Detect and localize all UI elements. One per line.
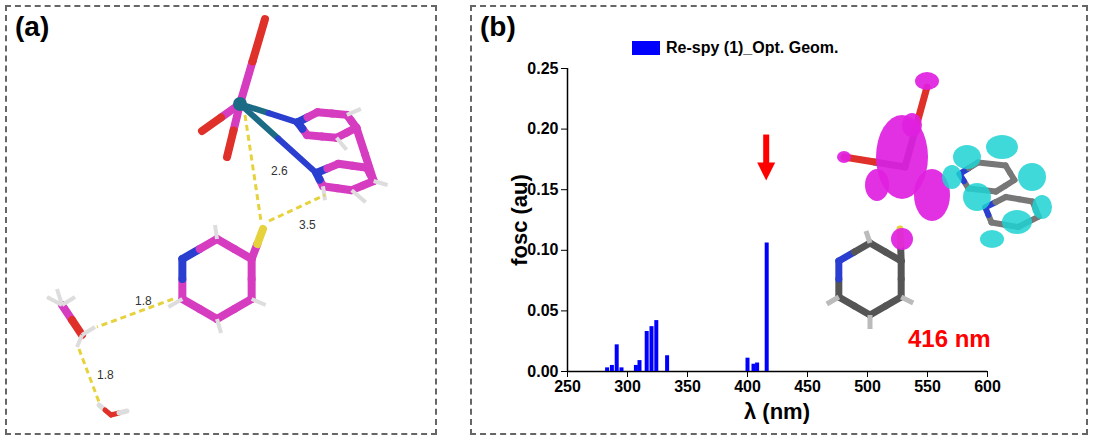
svg-text:2.6: 2.6	[271, 164, 288, 178]
svg-text:300: 300	[614, 378, 641, 395]
svg-text:0.10: 0.10	[527, 241, 558, 258]
svg-text:0.25: 0.25	[527, 60, 558, 77]
svg-text:550: 550	[914, 378, 941, 395]
svg-text:350: 350	[674, 378, 701, 395]
svg-text:1.8: 1.8	[135, 294, 152, 308]
svg-text:1.8: 1.8	[97, 368, 114, 382]
html-text:(b): (b)	[480, 11, 516, 42]
svg-text:450: 450	[794, 378, 821, 395]
svg-text:0.00: 0.00	[527, 363, 558, 380]
svg-text:0.20: 0.20	[527, 120, 558, 137]
svg-text:250: 250	[554, 378, 581, 395]
html-text:416 nm: 416 nm	[908, 325, 991, 352]
svg-text:600: 600	[974, 378, 1001, 395]
html-text:(a): (a)	[15, 11, 50, 42]
svg-text:0.05: 0.05	[527, 302, 558, 319]
svg-text:3.5: 3.5	[299, 218, 316, 232]
html-text:fosc (au): fosc (au)	[507, 174, 532, 266]
svg-text:0.15: 0.15	[527, 181, 558, 198]
html-text:λ (nm): λ (nm)	[744, 399, 810, 424]
html-text:Re-spy (1)_Opt. Geom.: Re-spy (1)_Opt. Geom.	[666, 39, 839, 56]
svg-text:500: 500	[854, 378, 881, 395]
svg-text:400: 400	[734, 378, 761, 395]
